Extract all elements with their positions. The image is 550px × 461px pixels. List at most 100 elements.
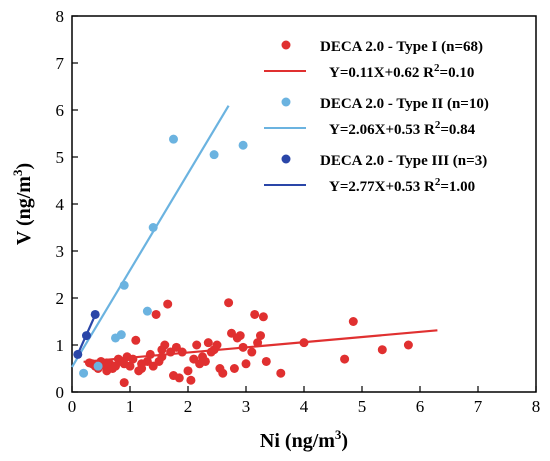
data-point-type-1 [258,312,268,322]
legend-fit-type-1-text: Y=0.11X+0.62 R [329,65,434,81]
data-point-type-1 [235,331,245,341]
y-axis-title: V (ng/m3) [10,163,35,245]
y-axis-title-end: ) [13,163,35,170]
data-point-type-1 [203,338,213,348]
y-axis-ticks: 0 1 2 3 4 5 6 7 8 [56,7,78,402]
legend-fit-type-2-sup: 2 [435,119,441,131]
x-axis-title-end: ) [341,430,348,452]
data-point-type-2 [116,330,126,340]
data-point-type-1 [183,366,193,376]
data-point-type-2 [148,223,158,232]
data-point-type-1 [238,342,248,352]
x-tick-label: 1 [126,397,135,416]
legend: DECA 2.0 - Type I (n=68) Y=0.11X+0.62 R2… [264,39,489,195]
data-point-type-1 [299,338,309,348]
data-point-type-1 [253,338,263,348]
y-tick-label: 1 [56,336,65,355]
x-tick-label: 6 [416,397,425,416]
data-point-type-1 [218,368,228,378]
data-point-type-1 [119,378,129,388]
y-tick-label: 6 [56,101,65,120]
data-point-type-3 [73,349,83,359]
data-point-type-1 [261,356,271,366]
x-axis-title-text: Ni (ng/m [260,430,335,452]
data-point-type-1 [137,359,147,369]
data-point-type-1 [102,358,112,368]
legend-label-type-1: DECA 2.0 - Type I (n=68) [320,39,483,55]
legend-marker-type-1 [281,40,291,50]
x-tick-label: 0 [68,397,77,416]
legend-fit-type-3: Y=2.77X+0.53 R2=1.00 [329,176,475,195]
data-point-type-1 [163,299,173,309]
x-tick-label: 4 [300,397,309,416]
data-point-type-2 [169,134,178,144]
x-tick-label: 2 [184,397,193,416]
legend-fit-type-1: Y=0.11X+0.62 R2=0.10 [329,62,474,81]
x-tick-label: 3 [242,397,251,416]
x-axis-title-sup: 3 [335,427,342,442]
data-point-type-1 [403,340,413,350]
y-tick-label: 4 [56,195,65,214]
data-point-type-1 [186,375,196,385]
y-tick-label: 7 [56,54,65,73]
data-point-type-3 [82,331,91,341]
data-point-type-1 [229,364,239,373]
legend-marker-type-2 [281,97,291,107]
legend-marker-type-3 [281,154,291,164]
y-tick-label: 2 [56,289,65,308]
data-point-type-1 [212,340,222,350]
legend-fit-type-3-sup: 2 [435,176,441,188]
data-point-type-2 [119,280,129,290]
legend-fit-type-2-text: Y=2.06X+0.53 R [329,122,435,138]
y-tick-label: 5 [56,148,65,167]
fit-line-type-2 [71,105,230,368]
legend-label-type-3: DECA 2.0 - Type III (n=3) [320,153,487,169]
data-point-type-1 [128,354,138,364]
x-tick-label: 8 [532,397,541,416]
y-tick-label: 0 [56,383,65,402]
legend-fit-type-2: Y=2.06X+0.53 R2=0.84 [329,119,476,138]
data-point-type-1 [192,340,202,350]
x-axis-ticks: 0 1 2 3 4 5 6 7 8 [68,386,541,416]
y-tick-label: 3 [56,242,65,261]
data-point-type-1 [174,373,184,383]
data-points [73,134,413,388]
legend-fit-type-3-end: =1.00 [440,179,475,195]
data-point-type-1 [224,298,234,308]
legend-fit-type-1-sup: 2 [434,62,440,74]
data-point-type-2 [79,368,89,378]
data-point-type-1 [177,347,187,357]
data-point-type-1 [377,345,387,355]
data-point-type-1 [340,354,350,364]
data-point-type-2 [238,140,248,150]
data-point-type-1 [157,352,167,362]
y-axis-title-text: V (ng/m [13,176,35,245]
y-tick-label: 8 [56,7,65,26]
data-point-type-2 [209,150,219,160]
x-tick-label: 7 [474,397,483,416]
data-point-type-1 [250,309,260,319]
data-point-type-1 [160,340,170,350]
data-point-type-1 [125,361,135,371]
y-axis-title-sup: 3 [10,169,25,176]
data-point-type-1 [145,349,155,359]
data-point-type-1 [151,309,161,319]
data-point-type-1 [131,335,141,345]
data-point-type-1 [198,352,207,362]
data-point-type-1 [247,347,257,357]
fit-lines [71,105,438,368]
legend-label-type-2: DECA 2.0 - Type II (n=10) [320,96,489,112]
data-point-type-1 [276,368,286,378]
legend-fit-type-3-text: Y=2.77X+0.53 R [329,179,435,195]
data-point-type-2 [142,306,152,316]
legend-fit-type-1-end: =0.10 [440,65,475,81]
data-point-type-1 [348,317,358,326]
x-tick-label: 5 [358,397,367,416]
data-point-type-3 [90,309,100,319]
x-axis-title: Ni (ng/m3) [260,427,348,452]
data-point-type-2 [93,361,103,371]
legend-fit-type-2-end: =0.84 [440,122,475,138]
data-point-type-1 [256,331,265,341]
data-point-type-1 [241,359,251,369]
